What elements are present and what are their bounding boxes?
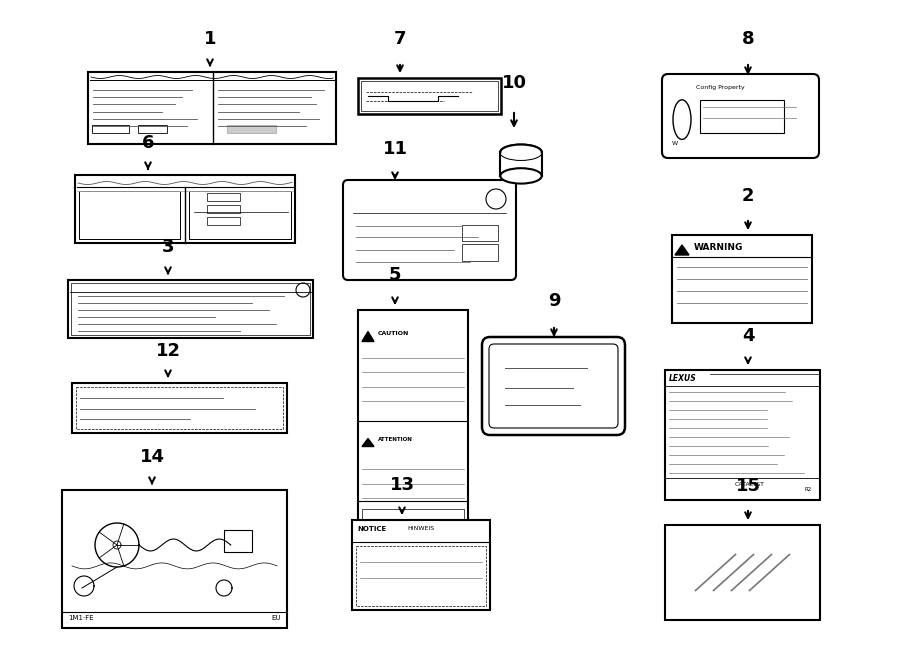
Text: 7: 7 <box>394 30 406 48</box>
Bar <box>207 205 240 213</box>
Bar <box>62 490 287 628</box>
Bar <box>462 225 498 241</box>
Text: NOTICE: NOTICE <box>357 526 386 532</box>
Bar <box>358 310 468 575</box>
Text: 15: 15 <box>735 477 760 495</box>
Text: 13: 13 <box>390 476 415 494</box>
Text: 8: 8 <box>742 30 754 48</box>
Polygon shape <box>362 438 374 446</box>
FancyBboxPatch shape <box>662 74 819 158</box>
Text: 1: 1 <box>203 30 216 48</box>
Bar <box>68 280 313 338</box>
Bar <box>362 529 464 543</box>
Bar <box>207 193 240 201</box>
Bar <box>358 78 501 114</box>
Bar <box>665 525 820 620</box>
FancyBboxPatch shape <box>489 344 618 428</box>
Text: R2: R2 <box>805 487 812 492</box>
Bar <box>665 370 820 500</box>
Ellipse shape <box>500 168 542 184</box>
Bar <box>189 191 291 239</box>
Ellipse shape <box>500 145 542 160</box>
Bar <box>223 530 251 552</box>
Polygon shape <box>362 332 374 342</box>
Text: 5: 5 <box>389 266 401 284</box>
Text: 6: 6 <box>142 134 154 152</box>
Text: 9: 9 <box>548 292 560 310</box>
FancyBboxPatch shape <box>343 180 516 280</box>
Bar <box>75 175 295 243</box>
Ellipse shape <box>500 145 542 160</box>
Text: CAUTION: CAUTION <box>378 331 410 336</box>
Bar <box>92 124 130 134</box>
Text: EU: EU <box>272 615 281 621</box>
Bar <box>71 283 310 335</box>
Bar <box>76 387 283 429</box>
Text: 14: 14 <box>140 448 165 466</box>
Text: CATALYST: CATALYST <box>734 482 765 487</box>
Polygon shape <box>675 245 689 255</box>
Bar <box>362 509 464 523</box>
Bar <box>72 383 287 433</box>
Bar <box>352 520 490 610</box>
Text: LEXUS: LEXUS <box>669 374 697 383</box>
Bar <box>79 191 180 239</box>
Bar <box>138 124 167 134</box>
Text: HINWEIS: HINWEIS <box>407 526 434 531</box>
Bar <box>672 235 812 323</box>
Bar <box>88 72 336 144</box>
Text: WARNING: WARNING <box>694 243 743 252</box>
Bar <box>361 81 498 111</box>
FancyBboxPatch shape <box>482 337 625 435</box>
Text: 11: 11 <box>382 140 408 158</box>
Text: 3: 3 <box>162 238 175 256</box>
Text: 4: 4 <box>742 327 754 345</box>
Text: 1M1·FE: 1M1·FE <box>68 615 94 621</box>
Text: W: W <box>672 141 678 146</box>
Text: Config Property: Config Property <box>696 85 745 90</box>
Text: 10: 10 <box>501 74 526 92</box>
Bar <box>462 245 498 260</box>
Bar <box>700 100 784 133</box>
Text: 12: 12 <box>156 342 181 360</box>
Text: 2: 2 <box>742 187 754 205</box>
Text: ATTENTION: ATTENTION <box>378 437 413 442</box>
Bar <box>356 546 486 606</box>
Bar <box>207 217 240 225</box>
Bar <box>227 124 276 134</box>
